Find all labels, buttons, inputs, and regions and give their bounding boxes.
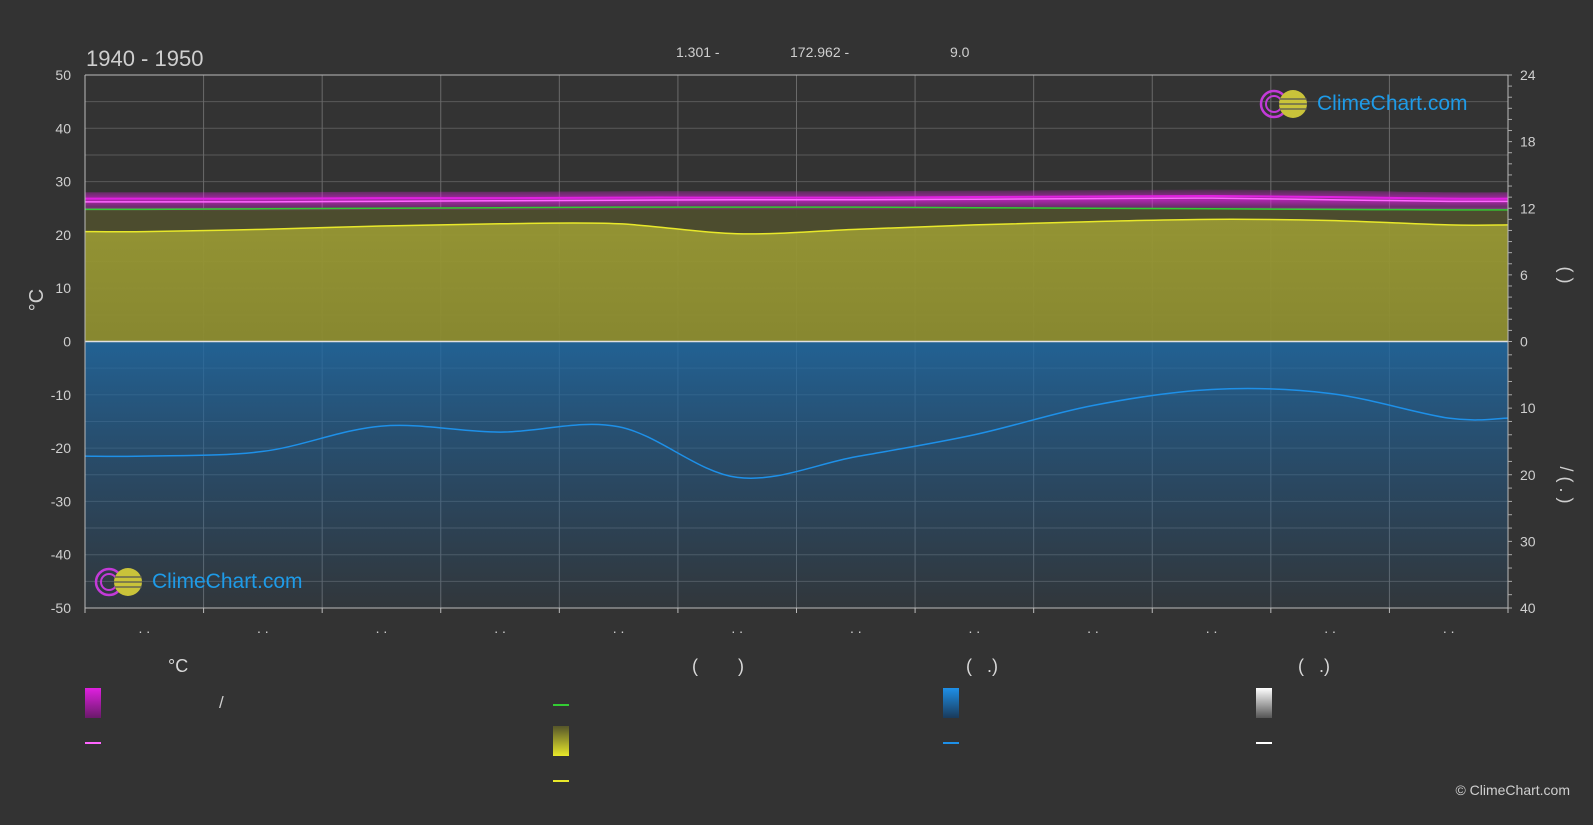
- x-tick-label: . .: [1206, 620, 1218, 636]
- x-tick-label: . .: [613, 620, 625, 636]
- legend: °C ( ) ( .) ( .) /: [0, 650, 1593, 825]
- x-tick-label: . .: [850, 620, 862, 636]
- precipitation-line: [84, 387, 1509, 479]
- sunshine-area-swatch: [553, 726, 569, 756]
- climechart-logo-icon: [1259, 89, 1307, 119]
- x-tick-label: . .: [1087, 620, 1099, 636]
- precip-line-swatch: [943, 742, 959, 744]
- y-left-tick-label: -50: [51, 600, 71, 616]
- y-right-top-tick-label: 24: [1520, 67, 1536, 83]
- data-lines: [84, 194, 1509, 479]
- legend-daylight: [553, 704, 569, 706]
- temp-range-swatch: [85, 688, 101, 718]
- climate-chart: 50 40 30 20 10 0 -10 -20 -30 -40 -50 24 18 12 6 0 10 20 30…: [26, 44, 1576, 636]
- y-right-bottom-tick-label: 40: [1520, 600, 1536, 616]
- x-tick-label: . .: [257, 620, 269, 636]
- y-left-tick-label: 10: [55, 280, 71, 296]
- legend-precip-line: [943, 742, 959, 744]
- sunshine-area: [85, 207, 1508, 342]
- y-right-top-tick-label: 18: [1520, 134, 1536, 150]
- precipitation-area: [85, 341, 1508, 608]
- y-left-axis-label: °C: [26, 289, 48, 311]
- header-stat-3: 9.0: [950, 44, 970, 60]
- x-tick-label: . .: [731, 620, 743, 636]
- temp-mean-swatch: [85, 742, 101, 744]
- legend-header-precip: ( .): [966, 656, 998, 676]
- x-tick-label: . .: [1443, 620, 1455, 636]
- x-tick-label: . .: [138, 620, 150, 636]
- legend-header-sun: ( ): [692, 656, 744, 676]
- y-right-top-tick-label: 6: [1520, 267, 1528, 283]
- axes: 50 40 30 20 10 0 -10 -20 -30 -40 -50 24 18 12 6 0 10 20 30…: [51, 67, 1536, 636]
- header-stat-2: 172.962 -: [790, 44, 849, 60]
- legend-temp-mean: [85, 742, 101, 744]
- legend-snow-area: [1256, 688, 1272, 718]
- y-left-tick-label: -10: [51, 387, 71, 403]
- temp-mean-line: [84, 197, 1509, 203]
- y-right-top-axis-label: ( ): [1556, 267, 1576, 284]
- legend-precip-area: [943, 688, 959, 718]
- y-left-tick-label: 30: [55, 174, 71, 190]
- y-right-bottom-tick-label: 20: [1520, 467, 1536, 483]
- copyright: © ClimeChart.com: [1455, 782, 1570, 798]
- snow-line-swatch: [1256, 742, 1272, 744]
- brand-logo-top[interactable]: ClimeChart.com: [1259, 88, 1468, 120]
- temp-max-line: [85, 194, 1509, 200]
- snow-area-swatch: [1256, 688, 1272, 718]
- legend-temp-range: /: [85, 688, 224, 718]
- y-left-tick-label: 40: [55, 120, 71, 136]
- y-right-top-tick-label: 0: [1520, 334, 1528, 350]
- x-tick-label: . .: [969, 620, 981, 636]
- sunshine-line: [84, 218, 1509, 235]
- climechart-logo-icon: [94, 567, 142, 597]
- legend-header-temperature: °C: [168, 656, 189, 676]
- y-left-tick-label: -30: [51, 493, 71, 509]
- legend-sunshine-line: [553, 780, 569, 782]
- y-right-top-tick-label: 12: [1520, 200, 1536, 216]
- brand-name: ClimeChart.com: [152, 570, 303, 593]
- header-stat-1: 1.301 -: [676, 44, 720, 60]
- y-right-bottom-tick-label: 30: [1520, 533, 1536, 549]
- sunshine-line-swatch: [553, 780, 569, 782]
- y-left-tick-label: 50: [55, 67, 71, 83]
- x-tick-label: . .: [1324, 620, 1336, 636]
- legend-temp-range-label: /: [219, 693, 224, 712]
- y-left-tick-label: -20: [51, 440, 71, 456]
- x-tick-label: . .: [494, 620, 506, 636]
- y-left-tick-label: 20: [55, 227, 71, 243]
- x-tick-label: . .: [376, 620, 388, 636]
- legend-snow-line: [1256, 742, 1272, 744]
- brand-name: ClimeChart.com: [1317, 92, 1468, 115]
- legend-header-snow: ( .): [1298, 656, 1330, 676]
- legend-sunshine-area: [553, 726, 569, 756]
- y-right-bottom-tick-label: 10: [1520, 400, 1536, 416]
- y-left-tick-label: 0: [63, 334, 71, 350]
- y-right-bottom-axis-label: / ( . ): [1556, 467, 1576, 504]
- precip-area-swatch: [943, 688, 959, 718]
- sunshine-gap-area: [85, 207, 1508, 234]
- data-areas: [85, 189, 1508, 608]
- daylight-swatch: [553, 704, 569, 706]
- daylight-line: [84, 206, 1509, 211]
- chart-title: 1940 - 1950: [86, 46, 203, 71]
- y-left-tick-label: -40: [51, 547, 71, 563]
- brand-logo-bottom[interactable]: ClimeChart.com: [94, 566, 303, 598]
